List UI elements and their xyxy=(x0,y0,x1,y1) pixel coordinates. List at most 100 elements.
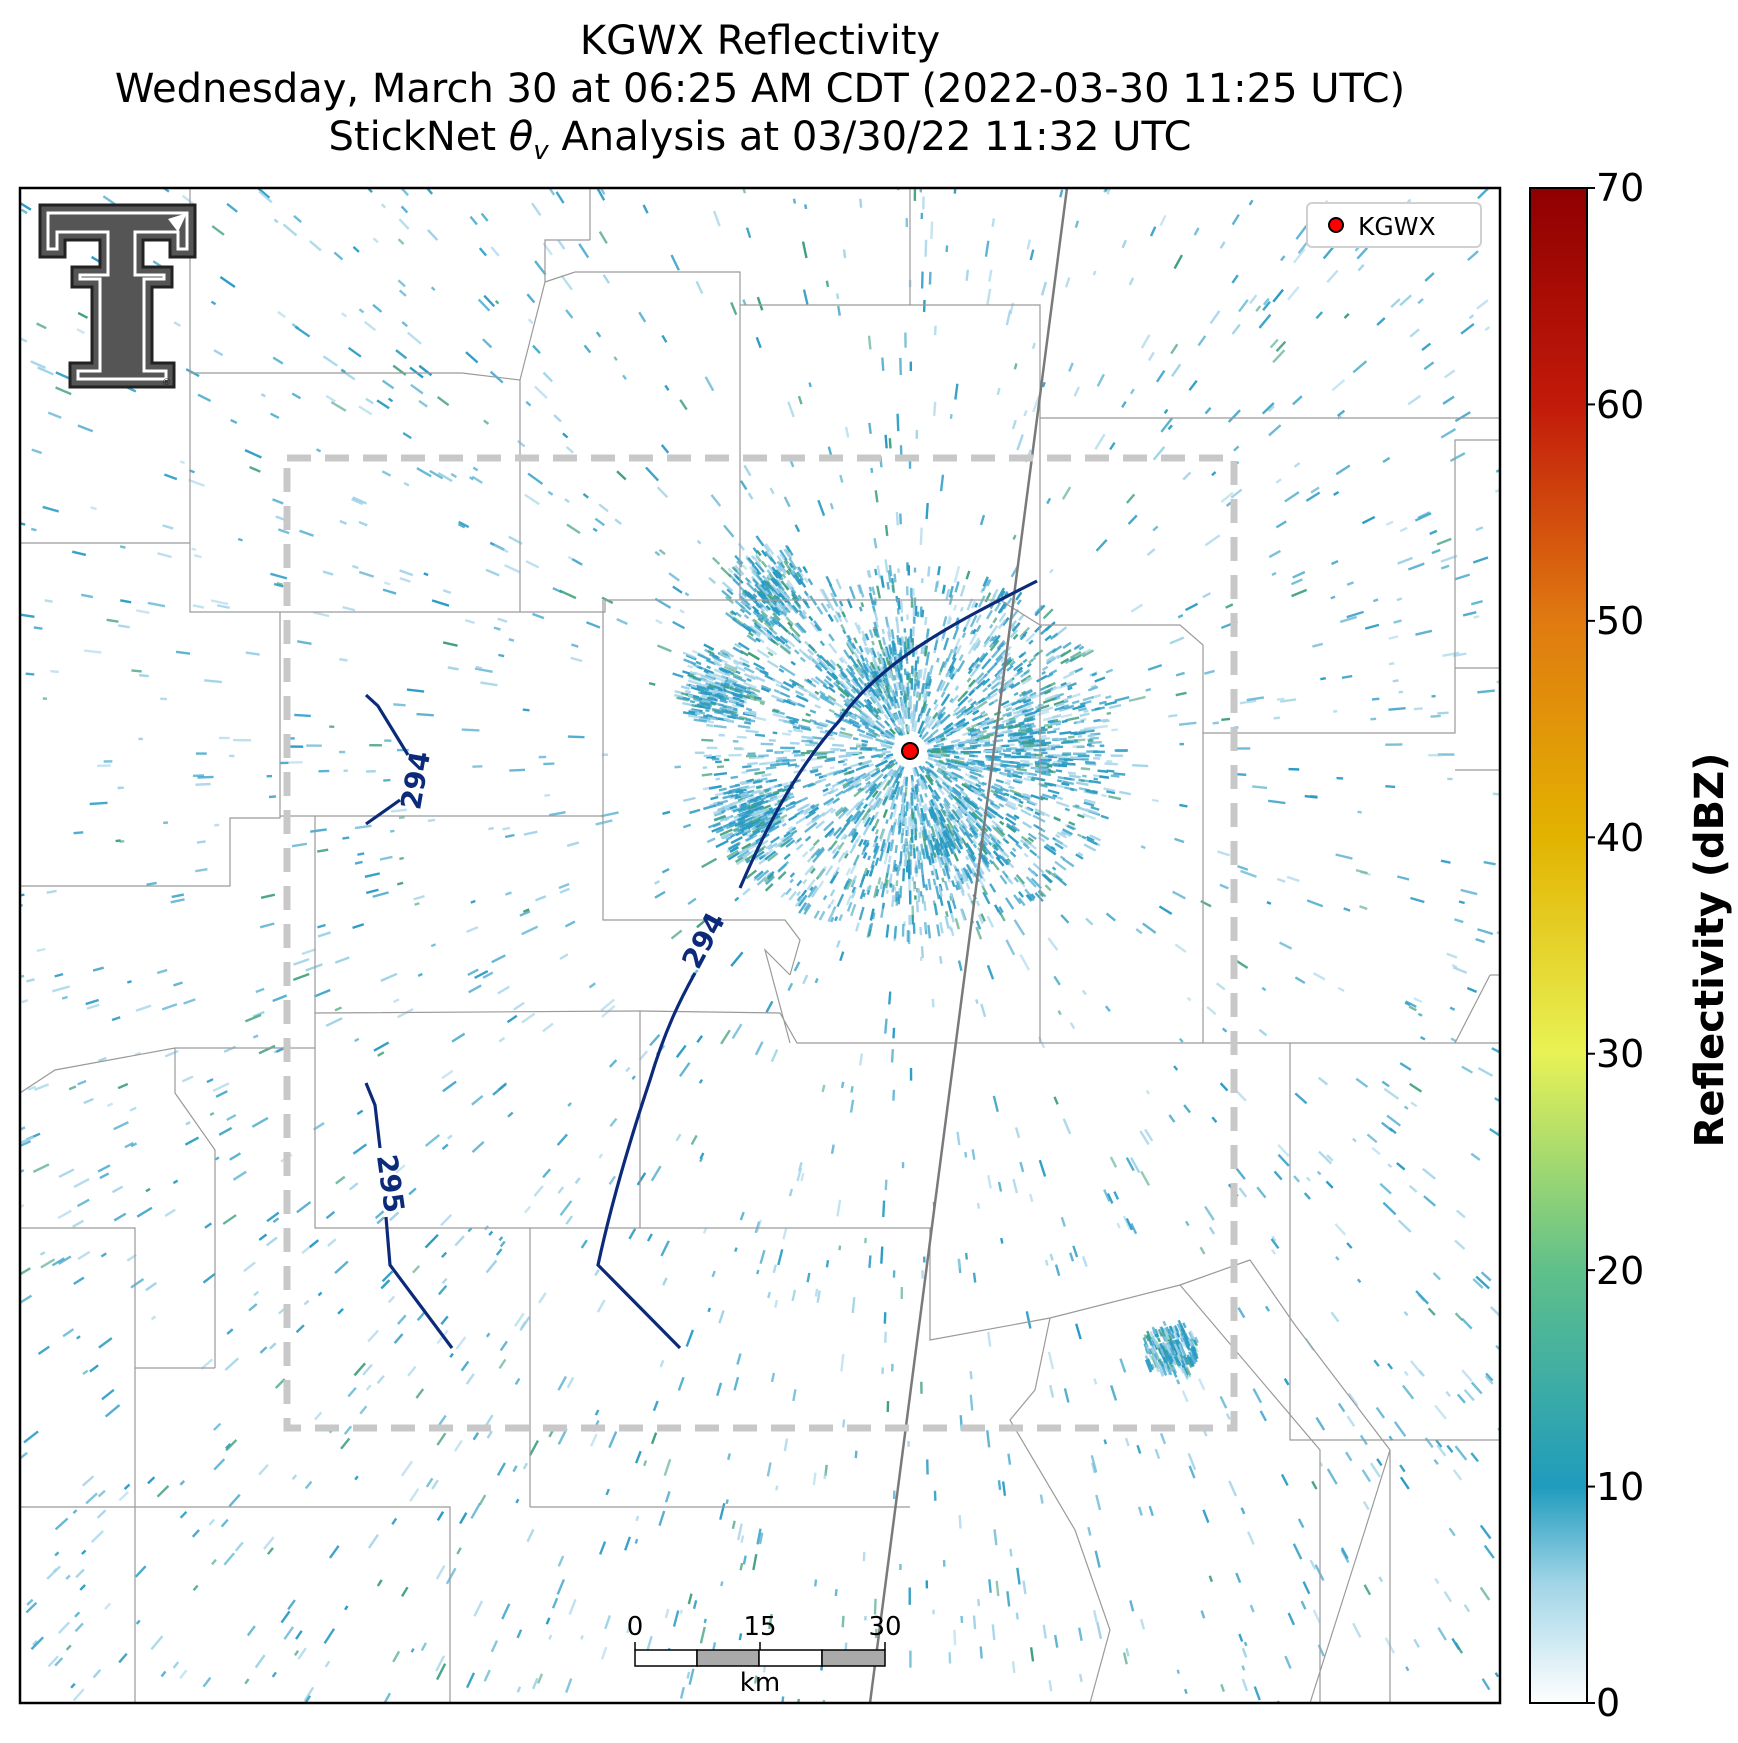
echo-speck xyxy=(1006,713,1012,718)
echo-speck xyxy=(1403,1370,1409,1377)
echo-speck xyxy=(857,624,862,631)
echo-speck xyxy=(939,713,951,725)
echo-speck xyxy=(883,850,889,865)
echo-speck xyxy=(989,639,1000,652)
echo-speck xyxy=(675,1044,687,1059)
echo-speck xyxy=(922,804,927,813)
echo-speck xyxy=(981,859,991,873)
echo-speck xyxy=(1108,704,1122,710)
echo-speck xyxy=(1056,779,1062,783)
echo-speck xyxy=(393,1333,404,1344)
echo-speck xyxy=(734,1247,738,1252)
echo-speck xyxy=(733,572,742,581)
echo-speck xyxy=(660,1240,670,1257)
echo-speck xyxy=(789,878,794,884)
echo-speck xyxy=(754,553,761,560)
echo-speck xyxy=(917,798,923,807)
echo-speck xyxy=(537,1673,544,1684)
echo-speck xyxy=(496,1462,507,1476)
echo-speck xyxy=(164,1049,179,1058)
echo-speck xyxy=(764,580,772,588)
echo-speck xyxy=(995,842,1004,853)
echo-speck xyxy=(106,618,119,623)
echo-speck xyxy=(431,599,450,607)
echo-speck xyxy=(943,787,952,796)
echo-speck xyxy=(538,755,547,759)
echo-speck xyxy=(1058,681,1072,690)
echo-speck xyxy=(879,741,888,746)
echo-speck xyxy=(1178,1037,1184,1043)
echo-speck xyxy=(258,1044,276,1055)
echo-speck xyxy=(1025,1311,1032,1329)
echo-speck xyxy=(352,246,360,253)
echo-speck xyxy=(984,592,992,603)
echo-speck xyxy=(273,582,284,588)
echo-speck xyxy=(819,690,826,697)
echo-speck xyxy=(213,1458,226,1471)
echo-speck xyxy=(1044,813,1051,818)
echo-speck xyxy=(351,497,364,506)
echo-speck xyxy=(77,1079,87,1086)
echo-speck xyxy=(837,808,850,820)
echo-speck xyxy=(1101,793,1108,798)
echo-speck xyxy=(804,640,810,646)
echo-speck xyxy=(670,929,683,940)
echo-speck xyxy=(600,1646,608,1660)
echo-speck xyxy=(1011,419,1017,430)
echo-speck xyxy=(961,632,967,639)
echo-speck xyxy=(900,705,906,719)
echo-speck xyxy=(1324,1701,1334,1703)
echo-speck xyxy=(1385,520,1394,526)
echo-speck xyxy=(472,765,483,768)
echo-speck xyxy=(778,668,785,674)
echo-speck xyxy=(999,820,1005,826)
echo-speck xyxy=(220,1518,229,1528)
echo-speck xyxy=(1272,288,1285,303)
echo-speck xyxy=(1268,549,1281,559)
echo-speck xyxy=(880,755,893,763)
echo-speck xyxy=(775,569,783,578)
echo-speck xyxy=(410,383,424,395)
echo-speck xyxy=(1093,1378,1098,1385)
echo-speck xyxy=(798,902,808,914)
echo-speck xyxy=(917,888,921,898)
echo-speck xyxy=(793,961,801,972)
echo-speck xyxy=(420,1642,427,1652)
echo-speck xyxy=(928,772,940,784)
echo-speck xyxy=(999,874,1008,885)
echo-speck xyxy=(842,783,851,790)
echo-speck xyxy=(745,768,760,773)
echo-speck xyxy=(927,924,932,939)
echo-speck xyxy=(901,792,905,803)
echo-speck xyxy=(1072,1245,1079,1258)
echo-speck xyxy=(490,1640,499,1653)
echo-speck xyxy=(401,1586,409,1598)
echo-speck xyxy=(1007,597,1013,605)
echo-speck xyxy=(933,639,939,651)
echo-speck xyxy=(765,765,777,770)
echo-speck xyxy=(808,845,816,852)
echo-speck xyxy=(943,880,949,891)
echo-speck xyxy=(706,665,711,670)
echo-speck xyxy=(1020,723,1030,728)
echo-speck xyxy=(1012,795,1018,800)
echo-speck xyxy=(740,600,747,607)
echo-speck xyxy=(130,1278,145,1289)
echo-speck xyxy=(347,1386,357,1398)
echo-speck xyxy=(965,849,972,856)
echo-speck xyxy=(951,789,963,800)
echo-speck xyxy=(258,1233,268,1241)
echo-speck xyxy=(930,806,938,820)
echo-speck xyxy=(1125,493,1136,504)
echo-speck xyxy=(358,308,365,314)
echo-speck xyxy=(701,772,713,777)
echo-speck xyxy=(1461,1369,1473,1382)
echo-speck xyxy=(791,682,797,687)
echo-speck xyxy=(1452,966,1468,974)
echo-speck xyxy=(429,469,444,480)
echo-speck xyxy=(1335,853,1353,860)
echo-speck xyxy=(33,626,43,630)
echo-speck xyxy=(934,828,941,839)
echo-speck xyxy=(1427,1307,1436,1316)
echo-speck xyxy=(738,715,747,720)
